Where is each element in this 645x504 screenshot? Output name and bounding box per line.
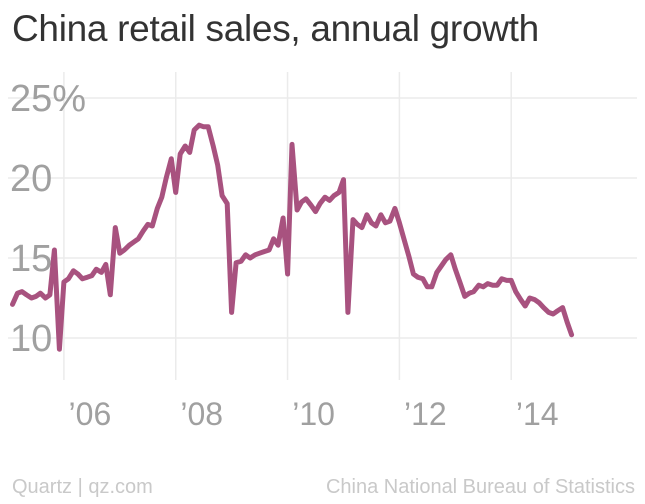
line-chart: 25% 20 15 10 ’06 ’08 ’10 ’12 ’14 xyxy=(8,72,637,432)
y-tick-label-10: 10 xyxy=(10,318,52,360)
x-tick-label-2008: ’08 xyxy=(180,396,223,432)
footer-source: China National Bureau of Statistics xyxy=(325,476,635,498)
series-layer xyxy=(10,122,575,352)
footer-credit: Quartz | qz.com xyxy=(12,476,153,498)
x-tick-label-2014: ’14 xyxy=(516,396,559,432)
series-line-0 xyxy=(10,122,575,352)
chart-title: China retail sales, annual growth xyxy=(12,8,539,49)
y-tick-label-20: 20 xyxy=(10,158,52,200)
y-tick-label-15: 15 xyxy=(10,238,52,280)
x-axis: ’06 ’08 ’10 ’12 ’14 xyxy=(69,396,559,432)
y-tick-label-25: 25% xyxy=(10,78,86,120)
y-axis: 25% 20 15 10 xyxy=(10,78,86,360)
x-tick-label-2010: ’10 xyxy=(292,396,335,432)
x-tick-label-2012: ’12 xyxy=(404,396,447,432)
grid-lines xyxy=(8,72,637,380)
x-tick-label-2006: ’06 xyxy=(69,396,112,432)
